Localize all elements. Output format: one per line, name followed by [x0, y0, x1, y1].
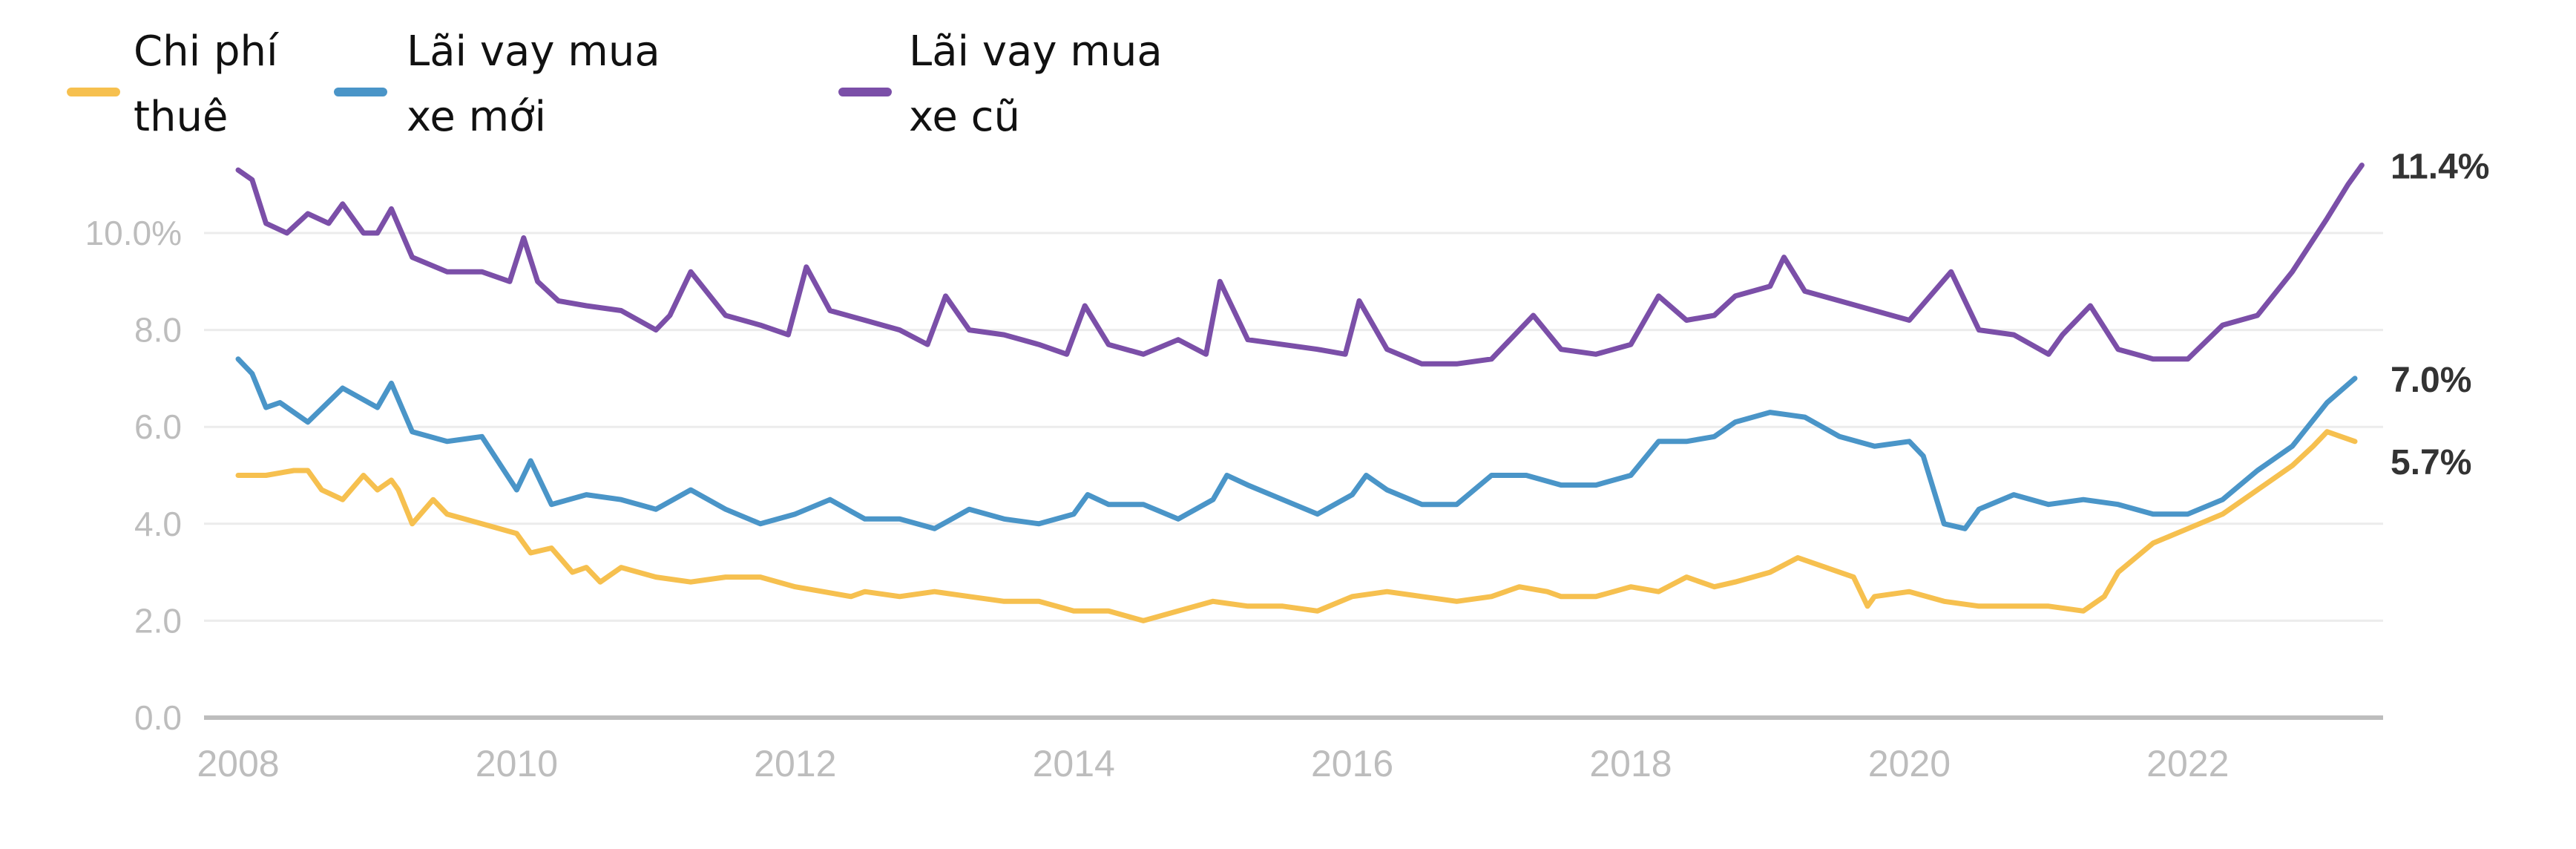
series-lines	[235, 163, 2365, 623]
y-tick-label: 0.0	[134, 698, 182, 737]
x-tick-label: 2014	[1033, 743, 1115, 784]
legend-label-new-car: Lãi vay mua xe mới	[407, 27, 660, 141]
legend-swatch-new-car	[334, 88, 387, 96]
y-axis-labels: 10.0% 8.0 6.0 4.0 2.0 0.0	[85, 214, 182, 737]
y-tick-label: 8.0	[134, 311, 182, 350]
series-line	[235, 163, 2365, 367]
legend-label-used-car: Lãi vay mua xe cũ	[909, 27, 1163, 141]
legend-swatch-used-car	[838, 88, 892, 96]
end-value-label: 11.4%	[2391, 148, 2489, 187]
end-labels: 5.7% 7.0% 11.4%	[2391, 148, 2489, 482]
gridlines	[204, 232, 2383, 720]
x-tick-label: 2008	[197, 743, 279, 784]
x-tick-label: 2018	[1589, 743, 1672, 784]
series-line	[235, 356, 2358, 531]
end-value-label: 5.7%	[2391, 443, 2471, 482]
y-tick-label: 6.0	[134, 407, 182, 446]
legend-swatch-lease	[67, 88, 120, 96]
x-tick-label: 2012	[754, 743, 836, 784]
end-value-label: 7.0%	[2391, 361, 2471, 400]
x-tick-label: 2020	[1868, 743, 1951, 784]
y-tick-label: 2.0	[134, 601, 182, 640]
series-line	[235, 429, 2358, 623]
x-tick-label: 2010	[476, 743, 558, 784]
y-tick-label: 4.0	[134, 505, 182, 543]
x-tick-label: 2016	[1311, 743, 1393, 784]
x-axis-labels: 2008 2010 2012 2014 2016 2018 2020 2022	[197, 743, 2229, 784]
y-tick-label: 10.0%	[85, 214, 182, 252]
x-tick-label: 2022	[2146, 743, 2229, 784]
legend-label-lease: Chi phí thuê	[134, 27, 278, 141]
